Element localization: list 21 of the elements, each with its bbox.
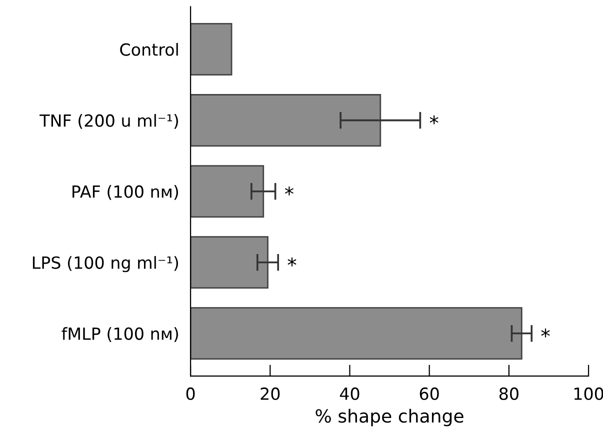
bar bbox=[190, 23, 232, 76]
y-tick-label: LPS (100 ng ml⁻¹) bbox=[32, 256, 178, 272]
bar bbox=[190, 236, 268, 289]
bar bbox=[190, 307, 522, 360]
x-tick-label: 80 bbox=[499, 387, 518, 400]
annotation: * bbox=[541, 328, 550, 338]
annotation: * bbox=[430, 115, 438, 124]
y-tick-label: fMLP (100 nᴍ) bbox=[62, 327, 178, 342]
y-tick-label: TNF (200 u ml⁻¹) bbox=[40, 114, 178, 129]
annotation: * bbox=[288, 257, 296, 266]
x-axis-title: % shape change bbox=[316, 408, 464, 426]
y-tick-label: Control bbox=[120, 42, 178, 56]
y-tick-label: PAF (100 nᴍ) bbox=[72, 185, 178, 200]
x-tick-label: 100 bbox=[574, 387, 603, 400]
x-tick-label: 40 bbox=[340, 387, 360, 400]
bar bbox=[190, 94, 382, 147]
x-tick-label: 60 bbox=[420, 387, 439, 400]
x-tick-label: 0 bbox=[186, 387, 195, 400]
annotation: * bbox=[284, 186, 294, 196]
bar bbox=[190, 165, 264, 218]
x-tick-label: 20 bbox=[260, 387, 280, 400]
